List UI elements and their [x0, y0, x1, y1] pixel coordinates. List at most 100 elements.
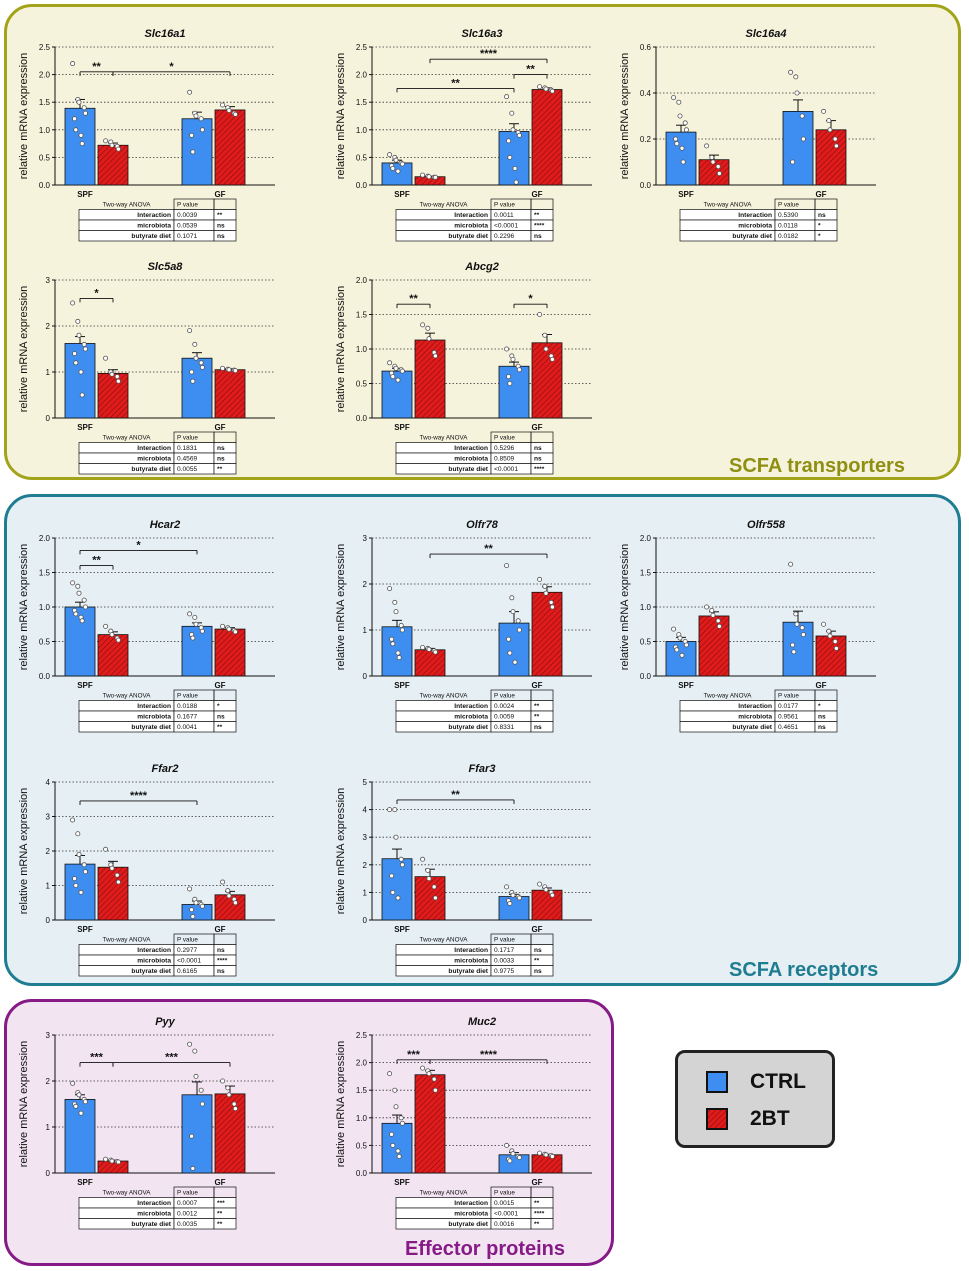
- sig-label: ****: [480, 1049, 498, 1061]
- bar-gf-ctrl: [181, 904, 213, 921]
- y-axis-label: relative mRNA expression: [18, 286, 30, 413]
- anova-sig-value: ns: [534, 947, 542, 954]
- pvalue-header: P value: [177, 435, 198, 442]
- data-point: [398, 622, 404, 628]
- data-point: [390, 889, 396, 895]
- data-point: [510, 892, 516, 898]
- data-point: [226, 626, 232, 632]
- data-point: [790, 159, 796, 165]
- data-point: [76, 1092, 82, 1098]
- chart-muc2: Muc2 relative mRNA expression 0.0 0.5 1.0 1.5…: [335, 1016, 592, 1230]
- anova-sig-cell: [213, 230, 237, 242]
- y-tick-label: 2.0: [356, 276, 368, 285]
- anova-row-label: microbiota: [137, 714, 171, 721]
- anova-p-value: 0.2296: [494, 233, 515, 240]
- data-point: [220, 365, 226, 371]
- data-point: [420, 172, 426, 178]
- y-axis-label: relative mRNA expression: [18, 788, 30, 915]
- anova-header-cell: [213, 198, 237, 210]
- anova-p-value: 0.0007: [177, 1200, 198, 1207]
- data-point: [187, 89, 193, 95]
- anova-table: Two-way ANOVA P value Interaction 0.1717 ns m…: [395, 933, 554, 977]
- data-point: [220, 879, 226, 885]
- anova-sig-value: ns: [818, 212, 826, 219]
- y-tick-label: 1.0: [39, 603, 51, 612]
- data-point: [70, 1080, 76, 1086]
- anova-p-value: 0.0012: [177, 1211, 198, 1218]
- anova-sig-value: **: [217, 1211, 223, 1218]
- bar-gf-2bt: [214, 109, 246, 186]
- data-point: [78, 132, 84, 138]
- anova-row-label: microbiota: [454, 958, 488, 965]
- y-axis-label: relative mRNA expression: [619, 544, 631, 671]
- anova-row-label: butyrate diet: [732, 724, 772, 731]
- x-category-label: GF: [214, 925, 225, 934]
- bar-gf-2bt: [815, 635, 847, 677]
- data-point: [82, 346, 88, 352]
- data-point: [103, 846, 109, 852]
- data-point: [398, 856, 404, 862]
- y-tick-label: 1.5: [356, 1086, 368, 1095]
- anova-row-label: butyrate diet: [448, 724, 488, 731]
- data-point: [395, 168, 401, 174]
- data-point: [794, 90, 800, 96]
- anova-row-label: butyrate diet: [131, 724, 171, 731]
- anova-p-value: 0.9775: [494, 968, 515, 975]
- pvalue-header: P value: [177, 202, 198, 209]
- y-tick-label: 0: [46, 1169, 51, 1178]
- anova-header: Two-way ANOVA: [704, 202, 753, 209]
- data-point: [109, 865, 115, 871]
- data-point: [506, 636, 512, 642]
- anova-sig-value: ns: [217, 947, 225, 954]
- anova-header-cell: [213, 689, 237, 701]
- data-point: [679, 145, 685, 151]
- x-category-label: SPF: [77, 190, 93, 199]
- data-point: [81, 341, 87, 347]
- y-tick-label: 0.5: [356, 153, 368, 162]
- bar-gf-ctrl: [782, 621, 814, 677]
- data-point: [193, 113, 199, 119]
- sig-label: **: [526, 64, 535, 76]
- data-point: [543, 887, 549, 893]
- pvalue-header: P value: [494, 693, 515, 700]
- anova-sig-value: ns: [217, 714, 225, 721]
- y-tick-label: 1.0: [640, 603, 652, 612]
- anova-sig-value: *: [818, 233, 821, 240]
- x-category-label: SPF: [77, 423, 93, 432]
- anova-p-value: <0.0001: [177, 958, 201, 965]
- y-axis-label: relative mRNA expression: [335, 544, 347, 671]
- data-point: [549, 1153, 555, 1159]
- bar-gf-2bt: [214, 369, 246, 419]
- effector-proteins-title: Effector proteins: [405, 1238, 566, 1260]
- data-point: [671, 95, 677, 101]
- y-axis-label: relative mRNA expression: [335, 286, 347, 413]
- chart-title: Ffar3: [469, 763, 496, 775]
- anova-row-label: microbiota: [454, 456, 488, 463]
- anova-sig-value: ns: [217, 445, 225, 452]
- data-point: [114, 872, 120, 878]
- data-point: [81, 105, 87, 111]
- anova-sig-cell: [213, 965, 237, 977]
- y-tick-label: 2.0: [640, 534, 652, 543]
- y-axis-label: relative mRNA expression: [335, 53, 347, 180]
- y-tick-label: 3: [46, 276, 51, 285]
- data-point: [73, 127, 79, 133]
- y-tick-label: 1.5: [39, 98, 51, 107]
- anova-p-value: 0.8509: [494, 456, 515, 463]
- chart-ffar3: Ffar3 relative mRNA expression 0 1 2 3 4 5 SPF GF…: [335, 763, 592, 977]
- sig-label: *: [94, 287, 99, 299]
- y-tick-label: 1.5: [640, 569, 652, 578]
- data-point: [426, 876, 432, 882]
- y-tick-label: 2: [363, 580, 368, 589]
- anova-p-value: 0.0033: [494, 958, 515, 965]
- data-point: [543, 1152, 549, 1158]
- legend-swatch-2bt: [706, 1108, 728, 1130]
- anova-sig-cell: [814, 230, 838, 242]
- anova-header: Two-way ANOVA: [704, 693, 753, 700]
- data-point: [674, 647, 680, 653]
- data-point: [516, 895, 522, 901]
- x-category-label: SPF: [77, 925, 93, 934]
- anova-header-cell: [814, 689, 838, 701]
- x-category-label: SPF: [77, 681, 93, 690]
- y-tick-label: 0.5: [356, 380, 368, 389]
